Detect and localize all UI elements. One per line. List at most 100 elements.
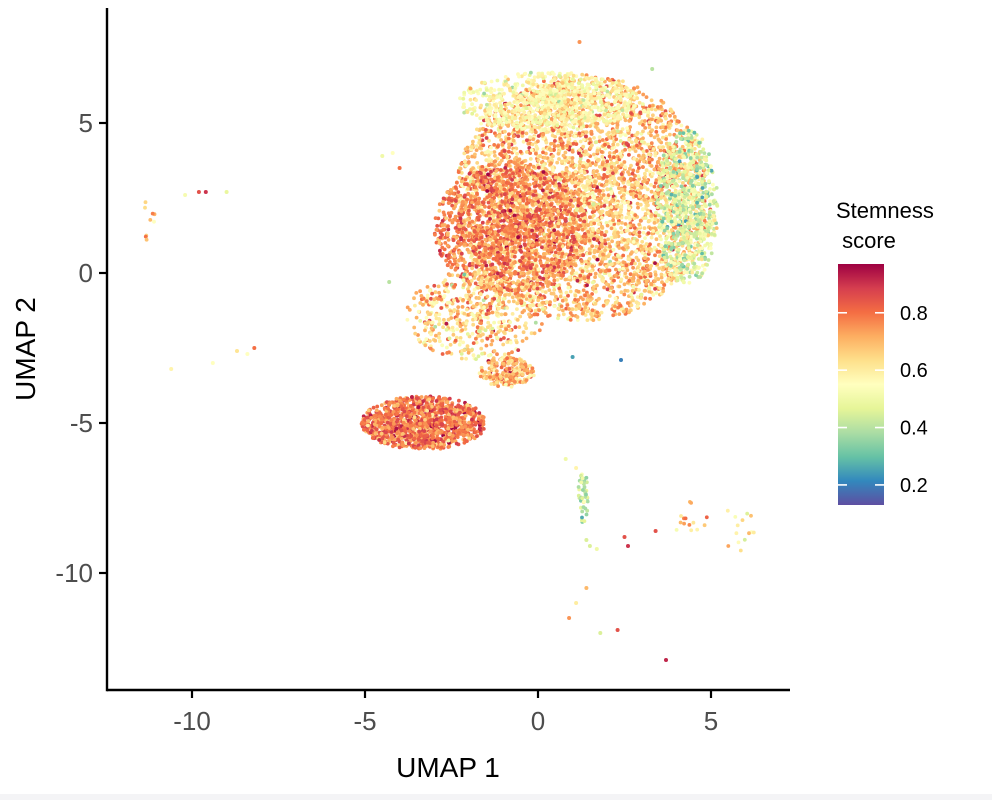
scatter-point bbox=[517, 157, 522, 162]
scatter-point bbox=[621, 253, 626, 258]
scatter-point bbox=[647, 218, 651, 223]
scatter-point bbox=[641, 92, 646, 97]
scatter-point bbox=[668, 132, 672, 137]
scatter-point bbox=[557, 172, 562, 177]
scatter-point bbox=[604, 196, 608, 201]
scatter-point bbox=[545, 257, 550, 262]
scatter-point bbox=[565, 303, 570, 307]
scatter-point bbox=[580, 93, 585, 98]
scatter-point bbox=[638, 110, 643, 115]
scatter-point bbox=[469, 253, 474, 258]
scatter-point bbox=[582, 152, 587, 157]
scatter-point bbox=[652, 167, 657, 172]
scatter-point bbox=[512, 149, 517, 153]
scatter-point bbox=[605, 287, 610, 292]
scatter-point bbox=[584, 134, 588, 139]
scatter-point bbox=[559, 143, 564, 147]
scatter-point bbox=[643, 175, 647, 179]
scatter-point bbox=[586, 280, 591, 284]
scatter-point bbox=[544, 273, 549, 278]
scatter-point bbox=[631, 265, 635, 270]
scatter-point bbox=[570, 180, 575, 185]
scatter-point bbox=[536, 267, 541, 272]
scatter-point bbox=[607, 268, 612, 273]
scatter-point bbox=[570, 148, 575, 153]
scatter-point bbox=[581, 253, 586, 258]
scatter-point bbox=[564, 158, 569, 163]
scatter-point bbox=[658, 286, 662, 291]
scatter-point bbox=[609, 176, 613, 181]
scatter-point bbox=[547, 183, 552, 188]
scatter-point bbox=[610, 146, 615, 151]
scatter-point bbox=[511, 134, 516, 139]
scatter-point bbox=[641, 230, 646, 235]
scatter-point bbox=[610, 262, 614, 267]
scatter-point bbox=[446, 238, 451, 242]
scatter-point bbox=[681, 181, 685, 185]
scatter-point bbox=[493, 153, 497, 158]
scatter-point bbox=[643, 126, 648, 130]
scatter-point bbox=[456, 190, 461, 195]
scatter-point bbox=[614, 169, 618, 174]
scatter-point bbox=[654, 237, 659, 242]
scatter-point bbox=[612, 278, 616, 283]
scatter-point bbox=[603, 146, 608, 151]
scatter-point bbox=[462, 159, 467, 164]
scatter-point bbox=[577, 175, 582, 179]
scatter-point bbox=[586, 223, 590, 228]
scatter-point bbox=[552, 273, 557, 278]
scatter-point bbox=[623, 222, 628, 226]
scatter-point bbox=[549, 291, 554, 296]
scatter-point bbox=[624, 263, 629, 268]
scatter-point bbox=[570, 216, 575, 221]
scatter-point bbox=[573, 297, 577, 302]
scatter-point bbox=[622, 160, 627, 164]
scatter-point bbox=[537, 254, 542, 259]
scatter-point bbox=[435, 224, 440, 228]
scatter-point bbox=[555, 160, 560, 165]
scatter-point bbox=[575, 278, 580, 283]
scatter-point bbox=[631, 240, 636, 244]
scatter-point bbox=[498, 160, 502, 165]
scatter-point bbox=[564, 201, 569, 205]
scatter-point bbox=[604, 229, 609, 234]
scatter-point bbox=[589, 312, 593, 316]
scatter-point bbox=[465, 155, 470, 159]
scatter-point bbox=[635, 85, 640, 90]
scatter-point bbox=[474, 144, 479, 149]
scatter-point bbox=[633, 113, 638, 117]
scatter-point bbox=[506, 149, 511, 154]
scatter-point bbox=[638, 202, 643, 207]
scatter-point bbox=[592, 184, 597, 188]
scatter-point bbox=[637, 230, 642, 235]
scatter-point bbox=[623, 133, 628, 138]
scatter-point bbox=[546, 314, 550, 318]
scatter-point bbox=[672, 114, 677, 119]
scatter-point bbox=[647, 157, 651, 162]
scatter-point bbox=[504, 266, 508, 271]
scatter-point bbox=[617, 312, 622, 316]
scatter-point bbox=[520, 255, 525, 260]
scatter-point bbox=[601, 279, 605, 284]
scatter-point bbox=[644, 95, 649, 99]
scatter-point bbox=[641, 102, 645, 106]
scatter-point bbox=[573, 293, 578, 298]
scatter-point bbox=[536, 139, 540, 144]
scatter-point bbox=[457, 175, 462, 180]
scatter-point bbox=[588, 187, 593, 191]
scatter-point bbox=[463, 147, 468, 152]
scatter-point bbox=[554, 294, 558, 299]
scatter-point bbox=[619, 205, 624, 209]
scatter-point bbox=[617, 176, 621, 181]
scatter-point bbox=[607, 130, 611, 135]
scatter-point bbox=[568, 311, 573, 315]
scatter-point bbox=[642, 197, 647, 202]
scatter-point bbox=[635, 130, 640, 135]
scatter-point bbox=[590, 264, 595, 268]
scatter-point bbox=[585, 301, 589, 305]
scatter-point bbox=[567, 307, 571, 311]
scatter-point bbox=[598, 189, 602, 193]
scatter-point bbox=[587, 238, 592, 243]
scatter-point bbox=[653, 151, 658, 156]
scatter-point bbox=[600, 215, 604, 220]
